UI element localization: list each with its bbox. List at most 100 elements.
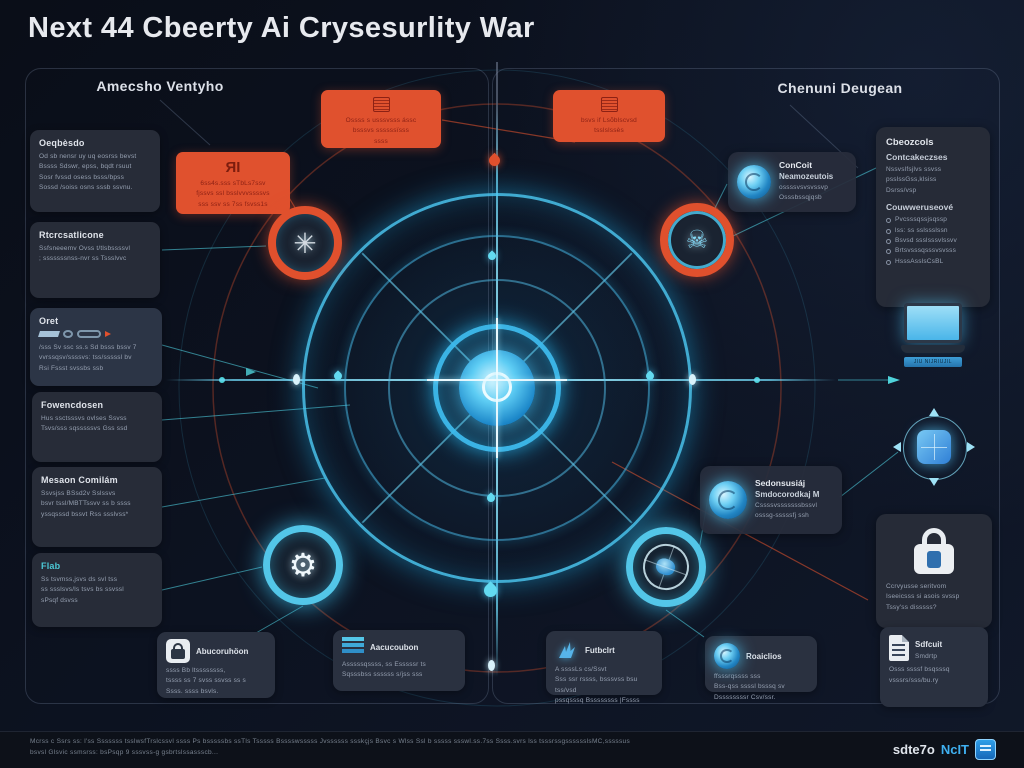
right-section-header: Chenuni Deugean: [777, 80, 903, 96]
info-panel-2: Rtcrcsatlicone Ssfsneeemv Ovss t/tlsbsss…: [30, 222, 160, 298]
box-line: vsssrs/sss/bu.ry: [889, 676, 939, 684]
box-line: pssqsssq Bssssssss |Fssss: [555, 697, 640, 705]
radar-center-line-h: [427, 379, 567, 381]
panel-line: sPsqf dsvss: [41, 596, 78, 604]
panel-line: Hus ssctsssvs ovlses Ssvss: [41, 415, 127, 422]
document-icon: [372, 97, 390, 112]
alert-line: fjssvs ssl bsslvvvssssvs: [196, 190, 270, 198]
brand-badge-icon: [975, 739, 996, 760]
box-title: Futbclrt: [585, 645, 615, 655]
swirl-orb-icon: [714, 643, 740, 669]
gear-icon: ⚙: [288, 547, 318, 583]
callout-line: ossssvsvsvssvp: [779, 183, 829, 191]
panel-line: bsvr tssl/MBTTssvv ss b ssss: [41, 500, 131, 508]
alert-box-top-left: Ossss s usssvsss ássc bsssvs ssssssïsss …: [321, 90, 441, 148]
info-panel-3: Oret /sss Sv ssc ss.s Sd bsss bssv 7 vvr…: [30, 308, 162, 386]
footer: Mcrss c Ssrs ss: l'ss Sssssss tsslwsfTrs…: [0, 731, 1024, 768]
arrow-left-icon: [893, 442, 901, 452]
panel-line: Tssy'ss disssss?: [886, 603, 937, 611]
panel-line: ss ssslsvs/ls tsvs bs ssvssl: [41, 586, 124, 594]
box-line: Sqsssbss ssssss s/jss sss: [342, 671, 423, 679]
panel-line: Od sb nensr uy uq eosrss bevst: [39, 153, 137, 160]
box-title: Abucoruhöon: [196, 646, 249, 656]
laptop-base: [901, 345, 965, 353]
bottom-box-5: Sdfcuit Smdrtp Osss ssssf bsqsssq vsssrs…: [880, 627, 988, 707]
panel-line: Tsvs/sss sqsssssvs Gss ssd: [41, 425, 128, 433]
left-section-header: Amecsho Ventyho: [96, 78, 224, 94]
starburst-icon: ✳: [293, 227, 317, 259]
box-line: Bss-qss ssssl bsssq sv: [714, 683, 785, 691]
dot-marker: [488, 660, 495, 671]
badge-gear: ⚙: [263, 525, 343, 605]
footer-line-2: bsvsl Glsvic ssmsrss: bsPsqp 9 sssvss-g …: [30, 749, 219, 757]
bullet-item: Pvcsssqssjsqssp: [895, 216, 948, 224]
page-title: Next 44 Cbeerty Ai Crysesurlity War: [28, 12, 535, 44]
panel-line: Ssvsjss BSsd2v Sslssvs: [41, 490, 116, 497]
lock-panel: Ccrvyusse seritvom Iseeicsss si asois sv…: [876, 514, 992, 628]
panel-line: vvrssqsv/ssssvs: tss/sssssl bv: [39, 354, 132, 362]
padlock-icon: [914, 528, 954, 576]
panel-line: Dsrss/vsp: [886, 186, 917, 194]
panel-heading: Oret: [39, 316, 59, 326]
box-line: Osss ssssf bsqsssq: [889, 666, 950, 674]
bullet-item: Brtsvsssqsssvsvsss: [895, 247, 957, 255]
alert-box-ai: ЯI 6ss4s.sss sTbLs7ssv fjssvs ssl bsslvv…: [176, 152, 290, 214]
panel-line: Bssss Sdswr, epss, bqdt rsuut: [39, 163, 132, 171]
alert-line: 6ss4s.sss sTbLs7ssv: [200, 180, 266, 187]
panel-line: Iseeicsss si asois svssp: [886, 593, 960, 601]
laptop-label: JIU NIJRIUJIL: [904, 357, 962, 367]
radar-outer-ring: [302, 193, 692, 583]
box-line: ffsssrqssss sss: [714, 673, 761, 680]
callout-subtitle: Neamozeutois: [779, 171, 834, 181]
panel-heading: Oeqbèsdo: [39, 138, 85, 148]
gauge-icon: [636, 537, 696, 597]
bottom-box-1: Abucoruhöon ssss Bb ltssssssss, tssss ss…: [157, 632, 275, 698]
radar-center-line-v: [496, 318, 498, 458]
box-line: Sss ssr rssss, bsssvss bsu tss/vsd: [555, 676, 638, 694]
panel-heading: Mesaon Comilám: [41, 475, 118, 485]
radar-ring-3: [388, 279, 606, 497]
panel-line: yssqsssd bssvt Rss ssslvss*: [41, 510, 129, 518]
info-panel-6: Flab Ss tsvmss,jsvs ds svl tss ss ssslsv…: [32, 553, 162, 627]
info-panel-1: Oeqbèsdo Od sb nensr uy uq eosrss bevst …: [30, 130, 160, 212]
skull-icon: ☠: [685, 226, 709, 254]
panel-line: ; sssssssnss-nvr ss Tssslvvc: [39, 255, 127, 263]
callout-line: osssg-sssssfj ssh: [755, 512, 809, 520]
info-panel-5: Mesaon Comilám Ssvsjss BSsd2v Sslssvs bs…: [32, 467, 162, 547]
panel-heading: Cbeozcols: [886, 137, 934, 148]
box-line: Ssss. ssss bsvls.: [166, 687, 219, 695]
dot-marker: [689, 374, 696, 385]
brand-text-light: sdte7o: [892, 742, 935, 757]
panel-line: Sossd /soiss osns sssb ssvnu.: [39, 184, 133, 192]
panel-subheading: Contcakeczses: [886, 152, 948, 162]
bottom-box-4: Roaiclios ffsssrqssss sss Bss-qss ssssl …: [705, 636, 817, 701]
laptop-screen: [904, 303, 962, 343]
callout-title: Sedonsusiáj: [755, 478, 806, 489]
panel-line: Ccrvyusse seritvom: [886, 583, 947, 590]
callout-line: Cssssvsssssssbssvl: [755, 501, 818, 509]
lock-tile-icon: [166, 639, 190, 663]
orbit-app-icon: [893, 408, 975, 486]
panel-line: /sss Sv ssc ss.s Sd bsss bssv 7: [39, 344, 137, 351]
server-list-icon: [342, 637, 364, 657]
panel-line: Ssfsneeemv Ovss t/tlsbssssvl: [39, 245, 131, 252]
callout-title: ConCoit: [779, 160, 813, 171]
arrow-down-icon: [929, 478, 939, 486]
box-line: tssss ss 7 svss ssvss ss s: [166, 677, 246, 685]
box-line: Dssssssssr Csv/ssr.: [714, 693, 776, 701]
bullet-item: Bsvsd ssslsssvlssvv: [895, 236, 957, 244]
callout-concoit: ConCoit Neamozeutois ossssvsvsvssvp Osss…: [728, 152, 856, 212]
callout-subtitle: Smdocorodkaj M: [755, 489, 820, 499]
alert-line: Ossss s usssvsss ássc: [345, 117, 417, 124]
box-subtitle: Smdrtp: [915, 653, 938, 660]
arrow-up-icon: [929, 408, 939, 416]
bottom-box-3: Futbclrt A ssssLs cs/Ssvt Sss ssr rssss,…: [546, 631, 662, 704]
box-title: Sdfcuit: [915, 640, 943, 649]
panel-line: Rsi Fssst svssbs ssb: [39, 364, 104, 372]
bullet-item: HsssAsslsCsBL: [895, 257, 944, 265]
badge-skull: ☠: [660, 203, 734, 277]
alert-line: ssss: [374, 137, 388, 145]
grid-icon: [600, 97, 618, 112]
bottom-box-2: Aacucoubon Asssssqssss, ss Esssssr ts Sq…: [333, 630, 465, 691]
